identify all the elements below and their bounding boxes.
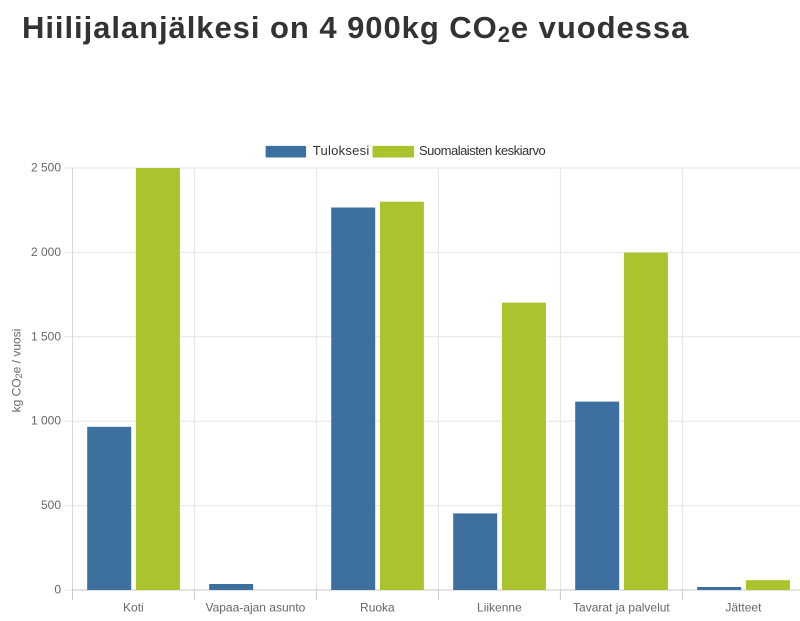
svg-text:1 500: 1 500 <box>31 329 61 343</box>
svg-text:Suomalaisten keskiarvo: Suomalaisten keskiarvo <box>419 143 546 158</box>
svg-text:2 000: 2 000 <box>31 245 61 259</box>
svg-text:Koti: Koti <box>123 601 144 615</box>
svg-text:0: 0 <box>54 583 61 597</box>
svg-text:2 500: 2 500 <box>31 161 61 175</box>
svg-text:Hiilijalanjälkesi on 4 900kg C: Hiilijalanjälkesi on 4 900kg CO2e vuodes… <box>22 10 689 47</box>
svg-text:500: 500 <box>41 498 61 512</box>
svg-text:Tuloksesi: Tuloksesi <box>313 143 370 158</box>
svg-text:kg CO2e / vuosi: kg CO2e / vuosi <box>10 329 25 413</box>
svg-text:Jätteet: Jätteet <box>725 601 762 615</box>
svg-text:Vapaa-ajan asunto: Vapaa-ajan asunto <box>205 601 305 615</box>
svg-text:Liikenne: Liikenne <box>477 601 522 615</box>
svg-text:1 000: 1 000 <box>31 414 61 428</box>
svg-text:Ruoka: Ruoka <box>360 601 395 615</box>
svg-text:Tavarat ja palvelut: Tavarat ja palvelut <box>573 601 670 615</box>
